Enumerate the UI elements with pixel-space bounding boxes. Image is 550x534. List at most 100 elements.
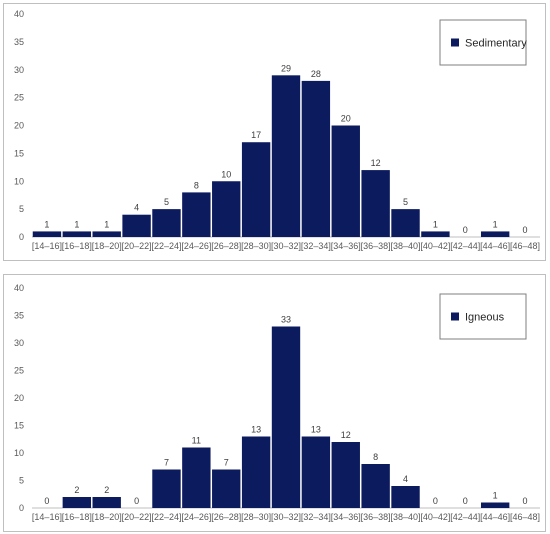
data-label: 4 (134, 203, 139, 213)
x-tick-label: [24–26] (181, 512, 211, 522)
x-tick-label: [46–48] (510, 241, 540, 251)
y-tick-label: 20 (14, 121, 24, 131)
bar (301, 80, 331, 238)
x-tick-label: [30–32] (271, 241, 301, 251)
bar (271, 326, 301, 508)
x-tick-label: [32–34] (301, 241, 331, 251)
bar (212, 181, 241, 237)
data-label: 0 (134, 496, 139, 506)
data-label: 17 (251, 130, 261, 140)
bar (62, 497, 92, 508)
data-label: 1 (433, 219, 438, 229)
data-label: 11 (192, 436, 201, 446)
x-tick-label: [26–28] (211, 512, 241, 522)
x-tick-label: [18–20] (92, 512, 122, 522)
x-tick-label: [42–44] (450, 512, 480, 522)
bar (92, 497, 121, 508)
bar (421, 231, 450, 237)
y-tick-label: 0 (19, 503, 24, 513)
x-tick-label: [28–30] (241, 512, 271, 522)
data-label: 1 (493, 219, 498, 229)
x-tick-label: [22–24] (151, 241, 181, 251)
data-label: 1 (44, 219, 49, 229)
bar (182, 192, 211, 237)
x-tick-label: [18–20] (92, 241, 122, 251)
bar (122, 214, 151, 237)
bar (480, 502, 510, 508)
y-tick-label: 5 (19, 476, 24, 486)
bar (241, 436, 271, 508)
x-tick-label: [20–22] (122, 241, 152, 251)
data-label: 0 (463, 225, 468, 235)
bar (361, 464, 390, 508)
x-tick-label: [24–26] (181, 241, 211, 251)
y-tick-label: 35 (14, 37, 24, 47)
x-tick-label: [44–46] (480, 241, 510, 251)
data-label: 2 (104, 485, 109, 495)
x-tick-label: [38–40] (391, 512, 421, 522)
x-tick-label: [16–18] (62, 512, 92, 522)
x-tick-label: [14–16] (32, 512, 62, 522)
legend-swatch (451, 312, 459, 321)
x-tick-label: [32–34] (301, 512, 331, 522)
bar (480, 231, 510, 237)
legend-label: Sedimentary (465, 38, 527, 50)
bar (152, 209, 181, 237)
bar (391, 486, 420, 508)
data-label: 0 (523, 496, 528, 506)
y-tick-label: 30 (14, 338, 24, 348)
y-tick-label: 30 (14, 65, 24, 75)
data-label: 0 (44, 496, 49, 506)
y-tick-label: 40 (14, 283, 24, 293)
y-tick-label: 20 (14, 393, 24, 403)
bar (391, 209, 420, 237)
y-tick-label: 5 (19, 204, 24, 214)
x-tick-label: [28–30] (241, 241, 271, 251)
legend-swatch (451, 38, 459, 47)
bar (92, 231, 121, 237)
y-tick-label: 25 (14, 366, 24, 376)
legend-box (439, 19, 527, 66)
bar (271, 75, 301, 237)
bar (212, 469, 241, 508)
x-tick-label: [40–42] (420, 512, 450, 522)
x-tick-label: [34–36] (331, 241, 361, 251)
y-tick-label: 15 (14, 148, 24, 158)
x-tick-label: [16–18] (62, 241, 92, 251)
data-label: 2 (74, 485, 79, 495)
bar (331, 125, 360, 237)
legend: Igneous (439, 293, 527, 340)
x-tick-label: [42–44] (450, 241, 480, 251)
legend: Sedimentary (439, 19, 527, 66)
y-tick-label: 0 (19, 232, 24, 242)
bar (361, 170, 390, 237)
x-tick-label: [26–28] (211, 241, 241, 251)
data-label: 0 (433, 496, 438, 506)
data-label: 0 (463, 496, 468, 506)
y-tick-label: 40 (14, 9, 24, 19)
data-label: 12 (371, 158, 381, 168)
data-label: 0 (523, 225, 528, 235)
x-tick-label: [20–22] (122, 512, 152, 522)
x-tick-label: [44–46] (480, 512, 510, 522)
y-tick-label: 10 (14, 176, 24, 186)
bar (62, 231, 92, 237)
data-label: 1 (493, 491, 498, 501)
data-label: 12 (341, 430, 351, 440)
legend-label: Igneous (465, 312, 505, 324)
data-label: 7 (224, 458, 229, 468)
data-label: 1 (74, 219, 79, 229)
x-tick-label: [22–24] (151, 512, 181, 522)
x-tick-label: [46–48] (510, 512, 540, 522)
bar (331, 442, 360, 508)
sedimentary-chart-panel: 0 5 10 15 20 25 30 35 40 1 [14–16] 1 [16–18] 1 [18–20]… (3, 3, 546, 261)
data-label: 1 (104, 219, 109, 229)
data-label: 8 (194, 180, 199, 190)
x-tick-label: [14–16] (32, 241, 62, 251)
bar (182, 447, 211, 508)
y-tick-label: 15 (14, 421, 24, 431)
y-tick-label: 35 (14, 311, 24, 321)
x-tick-label: [36–38] (361, 241, 391, 251)
y-tick-label: 10 (14, 448, 24, 458)
data-label: 7 (164, 458, 169, 468)
